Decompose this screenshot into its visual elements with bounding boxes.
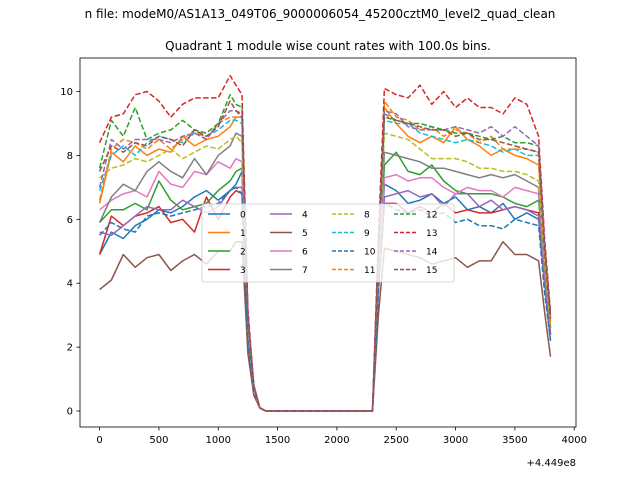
x-tick-label-3: 1500 bbox=[265, 435, 290, 446]
legend-box bbox=[201, 203, 455, 283]
y-tick-label-3: 6 bbox=[67, 215, 73, 226]
chart-title: Quadrant 1 module wise count rates with … bbox=[165, 39, 491, 53]
legend-label-12: 12 bbox=[426, 211, 437, 221]
x-tick-label-5: 2500 bbox=[384, 435, 409, 446]
series-14-line bbox=[98, 109, 552, 412]
legend-label-14: 14 bbox=[426, 248, 438, 258]
x-tick-label-4: 2000 bbox=[324, 435, 349, 446]
series-layer bbox=[98, 74, 552, 412]
legend-label-11: 11 bbox=[364, 266, 375, 276]
x-tick-label-0: 0 bbox=[96, 435, 102, 446]
legend-label-7: 7 bbox=[302, 266, 308, 276]
legend-label-13: 13 bbox=[426, 229, 437, 239]
x-tick-label-8: 4000 bbox=[561, 435, 586, 446]
legend-label-10: 10 bbox=[364, 248, 376, 258]
legend-label-8: 8 bbox=[364, 211, 370, 221]
x-tick-label-2: 1000 bbox=[206, 435, 231, 446]
x-tick-label-7: 3500 bbox=[502, 435, 527, 446]
series-15-line bbox=[98, 100, 552, 412]
chart-suptitle: n file: modeM0/AS1A13_049T06_9000006054_… bbox=[85, 7, 556, 21]
x-tick-label-6: 3000 bbox=[443, 435, 468, 446]
y-tick-label-4: 8 bbox=[67, 151, 73, 162]
y-tick-label-5: 10 bbox=[60, 87, 73, 98]
legend-label-0: 0 bbox=[240, 211, 246, 221]
y-tick-label-2: 4 bbox=[67, 279, 73, 290]
legend-label-1: 1 bbox=[240, 229, 246, 239]
x-offset-label: +4.449e8 bbox=[526, 458, 576, 469]
y-tick-label-0: 0 bbox=[67, 407, 73, 418]
series-13-line bbox=[98, 74, 552, 412]
legend-label-5: 5 bbox=[302, 229, 308, 239]
legend-label-15: 15 bbox=[426, 266, 437, 276]
legend-label-3: 3 bbox=[240, 266, 246, 276]
plot-frame bbox=[79, 57, 577, 428]
legend-label-9: 9 bbox=[364, 229, 370, 239]
x-tick-label-1: 500 bbox=[149, 435, 168, 446]
legend-label-6: 6 bbox=[302, 248, 308, 258]
legend-label-4: 4 bbox=[302, 211, 308, 221]
legend-label-2: 2 bbox=[240, 248, 246, 258]
y-tick-label-1: 2 bbox=[67, 343, 73, 354]
